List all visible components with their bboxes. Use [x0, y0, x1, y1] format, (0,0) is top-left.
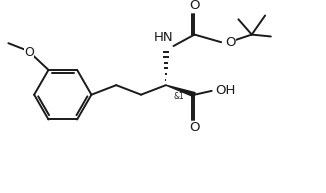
Text: O: O	[225, 36, 235, 49]
Polygon shape	[166, 85, 195, 97]
Text: O: O	[189, 121, 200, 134]
Text: HN: HN	[154, 31, 174, 44]
Text: OH: OH	[215, 84, 236, 97]
Text: O: O	[24, 46, 34, 59]
Text: &1: &1	[173, 92, 184, 101]
Text: O: O	[189, 0, 200, 12]
